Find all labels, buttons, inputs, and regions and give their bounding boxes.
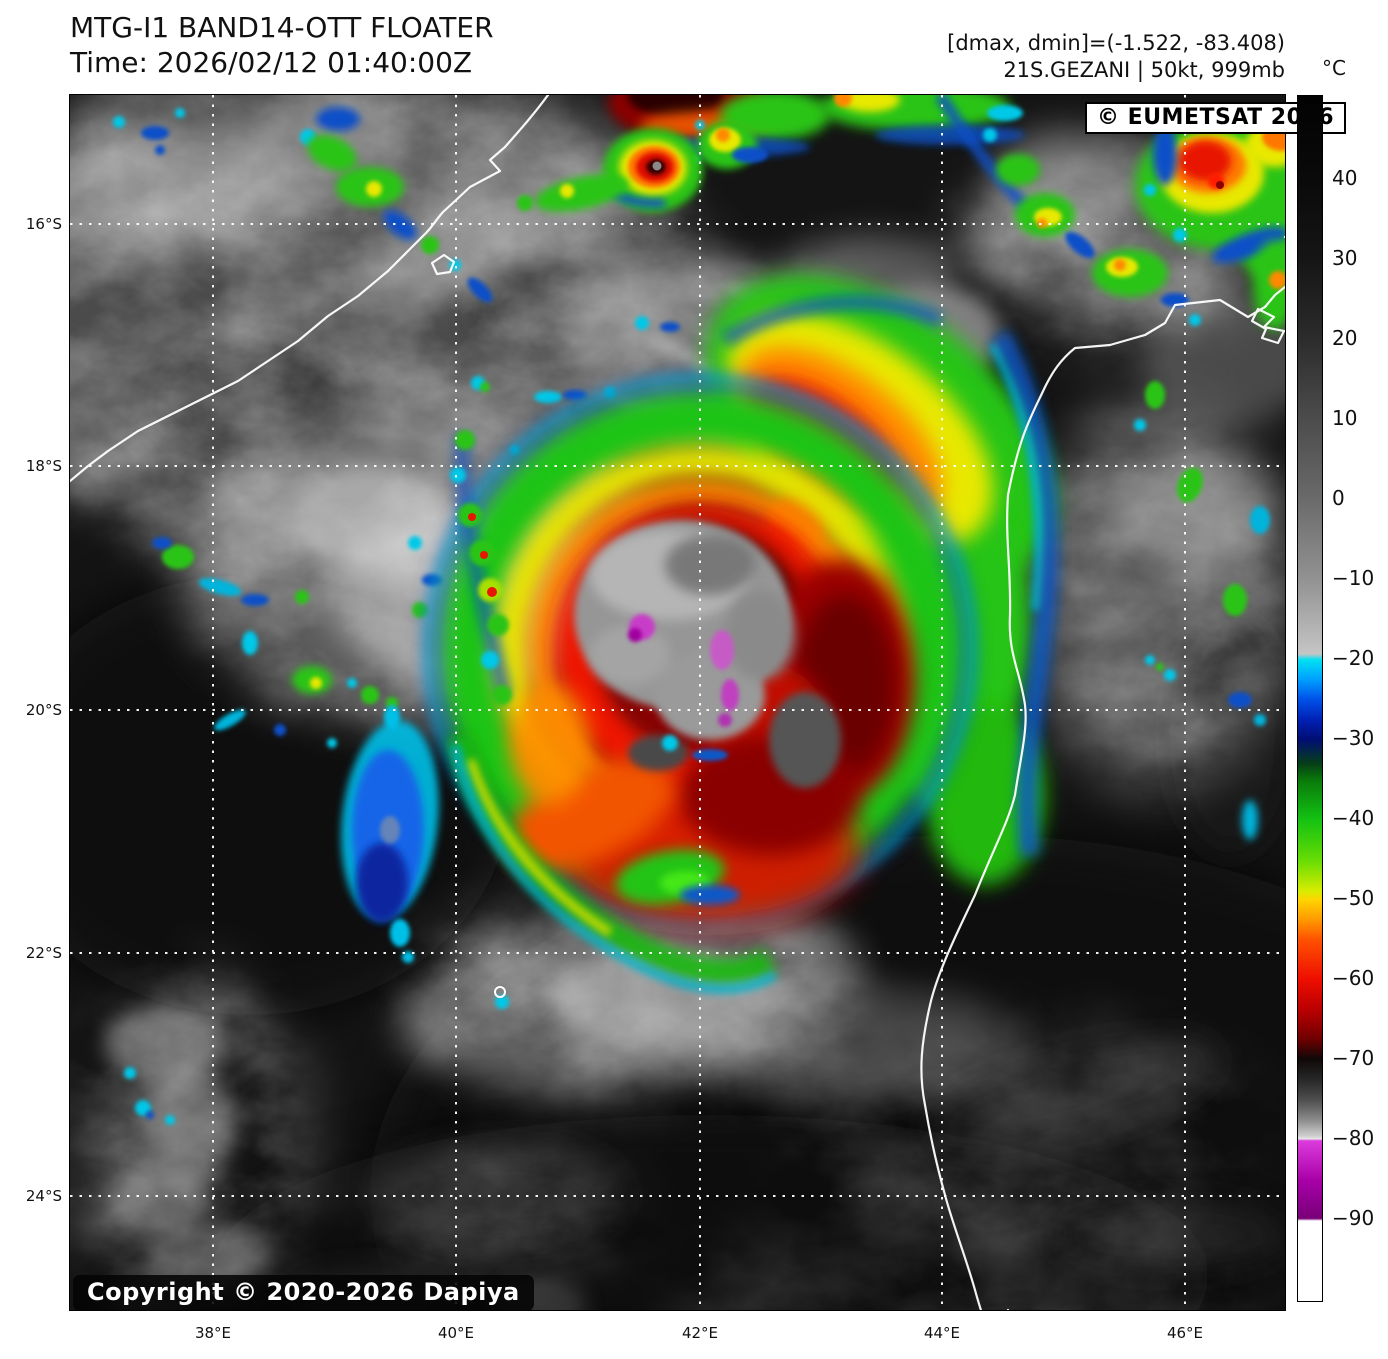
x-axis-tick: 38°E [194, 1324, 232, 1342]
top-edge-convection [517, 95, 1025, 212]
colorbar-tick: 40 [1332, 166, 1358, 190]
y-axis-tick: 20°S [25, 701, 62, 719]
cyclone-gezani [424, 374, 976, 994]
title-block: MTG-I1 BAND14-OTT FLOATER Time: 2026/02/… [70, 10, 494, 80]
colorbar-tick: −50 [1332, 886, 1375, 910]
dmax-dmin-readout: [dmax, dmin]=(-1.522, -83.408) [947, 31, 1285, 55]
header-right-block: [dmax, dmin]=(-1.522, -83.408) 21S.GEZAN… [947, 30, 1285, 84]
colorbar-tick: 10 [1332, 406, 1358, 430]
colorbar-tick: −10 [1332, 566, 1375, 590]
coastline-mozambique [70, 95, 550, 483]
northeast-convection [934, 95, 1285, 616]
coastline-mozambique-lagoon [430, 253, 456, 276]
colorbar-tick: −80 [1332, 1126, 1375, 1150]
colorbar-tick: −60 [1332, 966, 1375, 990]
colorbar-tick: −20 [1332, 646, 1375, 670]
colorbar-unit-label: °C [1322, 56, 1346, 80]
x-axis-tick: 46°E [1166, 1324, 1204, 1342]
y-axis-tick: 22°S [25, 944, 62, 962]
colorbar-tick: 0 [1332, 486, 1345, 510]
y-axis-tick: 24°S [25, 1187, 62, 1205]
y-axis-tick: 16°S [25, 215, 62, 233]
colorbar [1297, 95, 1323, 1302]
storm-info-label: 21S.GEZANI | 50kt, 999mb [1003, 58, 1285, 82]
x-axis-tick: 42°E [681, 1324, 719, 1342]
colorbar-tick: 20 [1332, 326, 1358, 350]
coastline-madagascar-bay [1250, 307, 1285, 345]
timestamp: Time: 2026/02/12 01:40:00Z [70, 46, 473, 79]
satellite-image [70, 95, 1285, 1310]
x-axis-tick: 40°E [437, 1324, 475, 1342]
y-axis-tick: 18°S [25, 457, 62, 475]
copyright-badge: Copyright © 2020-2026 Dapiya [73, 1275, 534, 1311]
colorbar-tick: 30 [1332, 246, 1358, 270]
colorbar-tick: −40 [1332, 806, 1375, 830]
colorbar-tick: −30 [1332, 726, 1375, 750]
colorbar-tick: −90 [1332, 1206, 1375, 1230]
colorbar-tick: −70 [1332, 1046, 1375, 1070]
page-title: MTG-I1 BAND14-OTT FLOATER [70, 11, 494, 44]
blue-cloud-patch [341, 705, 439, 963]
x-axis-tick: 44°E [923, 1324, 961, 1342]
satellite-image-panel [69, 94, 1286, 1311]
